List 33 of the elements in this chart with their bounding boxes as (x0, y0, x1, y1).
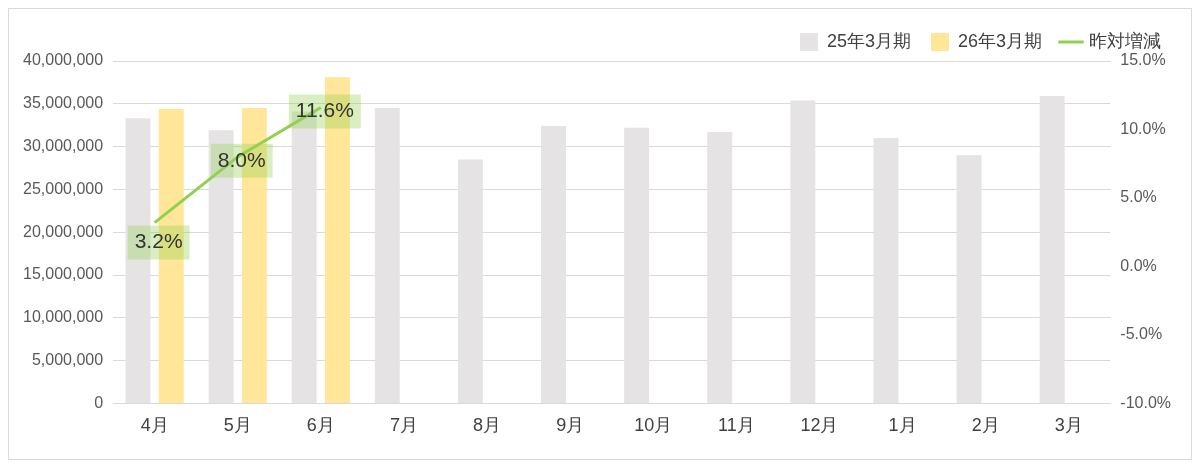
x-tick-label: 6月 (306, 415, 335, 436)
x-tick-label: 4月 (140, 415, 169, 436)
y2-tick-label: 0.0% (1120, 256, 1157, 274)
x-tick-label: 5月 (223, 415, 252, 436)
y2-tick-label: -10.0% (1120, 393, 1172, 411)
data-label: 11.6% (295, 98, 354, 122)
y2-tick-label: 10.0% (1120, 119, 1166, 137)
y-tick-label: 40,000,000 (23, 51, 104, 69)
y-tick-label: 5,000,000 (31, 351, 104, 369)
x-tick-label: 1月 (888, 415, 917, 436)
y-tick-label: 20,000,000 (23, 222, 104, 240)
x-tick-label: 10月 (634, 415, 673, 436)
legend-label: 25年3月期 (826, 30, 911, 51)
x-tick-label: 8月 (473, 415, 502, 436)
y2-tick-label: -5.0% (1120, 325, 1163, 343)
y2-tick-label: 15.0% (1120, 51, 1166, 69)
y-tick-label: 10,000,000 (23, 308, 104, 326)
legend-label: 26年3月期 (957, 30, 1043, 51)
x-tick-label: 3月 (1054, 415, 1083, 436)
legend-label: 昨対増減 (1089, 30, 1161, 51)
data-label: 3.2% (134, 229, 183, 253)
y-tick-label: 25,000,000 (23, 179, 104, 197)
x-tick-label: 9月 (556, 415, 585, 436)
y-tick-label: 0 (94, 393, 104, 411)
y-tick-label: 35,000,000 (23, 94, 104, 112)
x-tick-label: 2月 (971, 415, 1000, 436)
x-tick-label: 7月 (389, 415, 418, 436)
y-tick-label: 15,000,000 (23, 265, 104, 283)
y2-tick-label: 5.0% (1120, 188, 1157, 206)
y-tick-label: 30,000,000 (23, 137, 104, 155)
x-tick-label: 12月 (800, 415, 839, 436)
x-tick-label: 11月 (718, 415, 755, 436)
data-label: 8.0% (217, 147, 266, 171)
